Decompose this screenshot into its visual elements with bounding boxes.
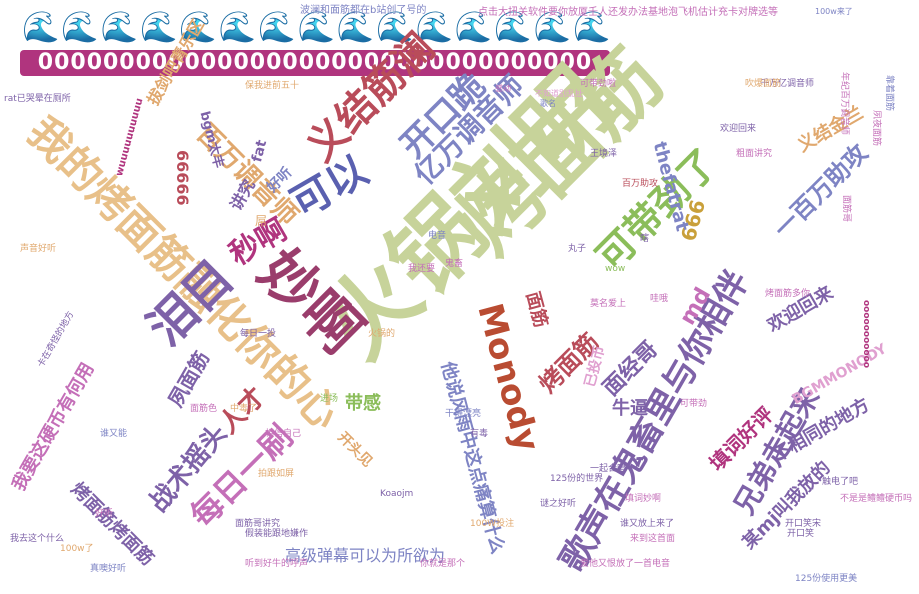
word: 保我进前五十 xyxy=(245,81,300,91)
word: 高级弹幕可以为所欲为 xyxy=(285,546,446,565)
word: 可带劲啦 xyxy=(580,79,617,89)
word: 一百万助攻 xyxy=(768,138,874,244)
word: 哇哦 xyxy=(650,294,669,304)
word: 卡在奇怪的地方 xyxy=(36,309,77,370)
word: 假装能跟地嫌作 xyxy=(245,529,309,539)
word: 面筋 xyxy=(521,289,552,330)
zero-banner: 0000000000000000000000000000000000 xyxy=(20,50,610,76)
word: 屌 xyxy=(255,214,268,228)
word: 中毒了 xyxy=(230,404,258,414)
word: 烤面筋烤面筋 xyxy=(66,478,158,570)
word: ooooooooooo xyxy=(861,300,871,369)
word: 不知道别乱扯 xyxy=(535,89,583,98)
word: 拍跟如屏 xyxy=(258,469,295,479)
word: 牛逼 xyxy=(612,398,648,419)
word: 王境泽 xyxy=(590,149,618,159)
word: 面筋色 xyxy=(190,404,218,414)
word: 触电了吧 xyxy=(822,477,859,487)
word: 你就是那个 xyxy=(420,559,466,569)
word: 百万助攻 xyxy=(622,179,659,189)
word: 谁又放上来了 xyxy=(620,519,675,529)
word: 干得漂亮 xyxy=(445,409,482,419)
word: 感动 xyxy=(495,84,511,93)
word: 66666 xyxy=(173,150,192,206)
word: 可带劲 xyxy=(680,399,708,409)
word: 填词妙啊 xyxy=(625,494,662,504)
word: 100w了 xyxy=(60,544,94,554)
word: 我要这硬币有何用 xyxy=(8,359,99,495)
word: wow xyxy=(605,264,626,274)
word: 瞎 xyxy=(640,234,650,244)
word: 歌声在鬼畜里与你相伴 xyxy=(552,264,758,579)
word: 进场 xyxy=(320,394,339,404)
word: BGMMONODY xyxy=(789,340,890,408)
word: 烤面筋多你 xyxy=(765,289,811,299)
word: 听到好牛的呼声 xyxy=(245,559,309,569)
word: 吹爆面筋 xyxy=(745,79,782,89)
word: 不是是鳢鳢硬币吗 xyxy=(840,494,913,504)
word: fat xyxy=(249,138,271,164)
word: 我去这个什么 xyxy=(10,534,65,544)
word: 100w来了 xyxy=(815,7,853,16)
word: 丸子 xyxy=(568,244,587,254)
word: 千万亿调音师 xyxy=(760,79,815,89)
word: 莫名爱上 xyxy=(590,299,627,309)
wave-emoji-row: 🌊🌊🌊🌊🌊🌊🌊🌊🌊🌊🌊🌊🌊🌊🌊 xyxy=(22,10,613,45)
word: 带感 xyxy=(345,393,381,414)
word: 好听 xyxy=(95,509,114,519)
word: 100W投注 xyxy=(470,519,515,529)
word: rat已哭晕在厕所 xyxy=(4,94,71,104)
word: 面筋哥讲究 xyxy=(235,519,281,529)
word: 声音好听 xyxy=(20,244,57,254)
word: 每日一投 xyxy=(240,329,277,339)
word: 粗面讲究 xyxy=(736,149,773,159)
word: 我还要 xyxy=(408,264,436,274)
word: 谜之好听 xyxy=(540,499,577,509)
word: 谁又能 xyxy=(100,429,128,439)
word: 靠着面筋 xyxy=(884,75,894,112)
word: 欢迎回来 xyxy=(720,124,757,134)
word: 鬼畜 xyxy=(445,259,464,269)
word: 开头见 xyxy=(334,429,376,471)
word: 一起合唱 xyxy=(590,464,627,474)
word: Koaojm xyxy=(380,489,414,499)
word: 开口笑 xyxy=(787,529,815,539)
word: 125份使用更美 xyxy=(795,574,858,584)
word: 有毒 xyxy=(470,429,489,439)
word: 面筋哥 xyxy=(841,195,851,223)
header-phrase-left: 波澜和面筋都在b站创了号的 xyxy=(300,5,427,16)
word: 火锅的 xyxy=(368,329,396,339)
word: 来到这首面 xyxy=(630,534,676,544)
word: wuuuuuuuuuu xyxy=(114,97,146,178)
word: 爱他又恨放了一首电音 xyxy=(580,559,671,569)
word: 夙面筋 xyxy=(163,347,215,411)
word: 歌名 xyxy=(540,99,556,108)
word: 真噢好听 xyxy=(90,564,127,574)
word: 年纪百万调音师 xyxy=(839,72,849,136)
word: 开口笑宋 xyxy=(785,519,822,529)
word: 相信自己 xyxy=(265,429,302,439)
word: 夙夜面筋 xyxy=(871,110,881,147)
word: 电音 xyxy=(428,231,447,241)
header-phrase-right: 点击大扭关软件要你放厦壬人还发办法基地泡飞机估计充卡对牌选等 xyxy=(478,7,778,18)
word: 125份的世界 xyxy=(550,474,604,484)
